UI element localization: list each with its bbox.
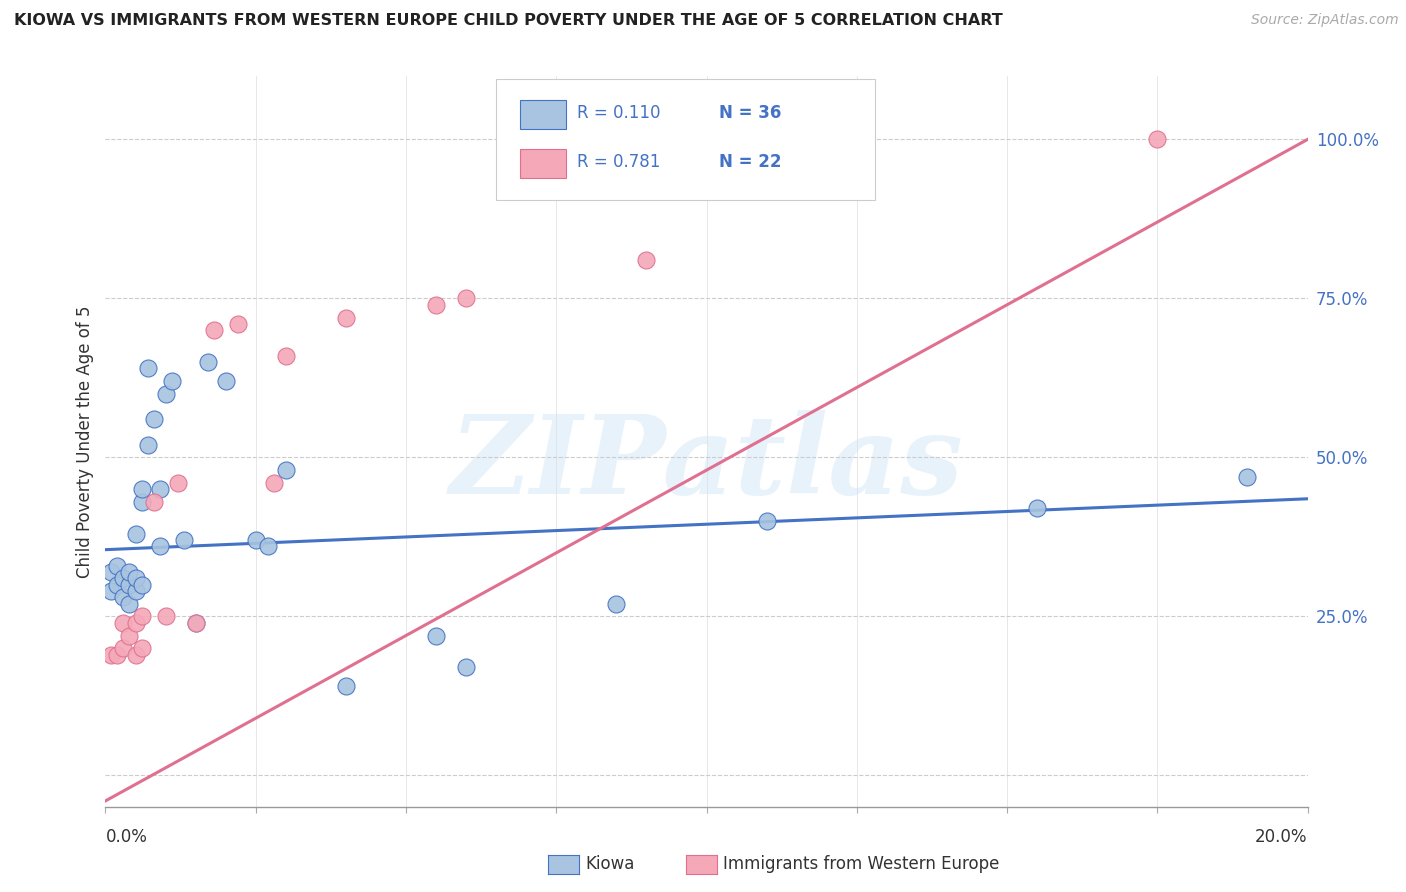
Y-axis label: Child Poverty Under the Age of 5: Child Poverty Under the Age of 5 [76,305,94,578]
Point [142,412,165,426]
Text: 0.0%: 0.0% [105,828,148,846]
Point [148,540,170,554]
Point [124,584,146,599]
Point [425,628,447,642]
Point [1026,501,1049,516]
Point [605,597,627,611]
Point [454,292,477,306]
Point [100,584,122,599]
Point [454,660,477,674]
Point [274,349,297,363]
Text: R = 0.781: R = 0.781 [576,153,659,171]
FancyBboxPatch shape [520,100,565,129]
Point [335,680,357,694]
Point [100,565,122,579]
Point [124,615,146,630]
Point [160,374,183,388]
Point [256,540,278,554]
Point [202,323,225,337]
Point [131,577,153,591]
Text: KIOWA VS IMMIGRANTS FROM WESTERN EUROPE CHILD POVERTY UNDER THE AGE OF 5 CORRELA: KIOWA VS IMMIGRANTS FROM WESTERN EUROPE … [14,13,1002,29]
Text: N = 36: N = 36 [718,104,780,122]
Point [131,609,153,624]
Point [755,514,778,528]
Point [1146,132,1168,146]
Point [131,482,153,496]
Point [118,628,141,642]
Point [263,475,285,490]
Point [226,317,249,331]
Text: Immigrants from Western Europe: Immigrants from Western Europe [723,855,1000,873]
Point [131,495,153,509]
Text: R = 0.110: R = 0.110 [576,104,661,122]
Point [155,387,177,401]
Point [118,565,141,579]
Point [173,533,195,548]
Point [112,615,135,630]
Point [124,648,146,662]
Point [425,298,447,312]
Point [136,438,159,452]
Text: ZIPatlas: ZIPatlas [450,409,963,517]
Point [245,533,267,548]
Point [335,310,357,325]
Point [118,577,141,591]
Point [184,615,207,630]
Text: N = 22: N = 22 [718,153,782,171]
Point [184,615,207,630]
Point [636,253,658,268]
Point [107,648,129,662]
Text: 20.0%: 20.0% [1256,828,1308,846]
Point [142,495,165,509]
Text: Kiowa: Kiowa [585,855,634,873]
FancyBboxPatch shape [496,79,875,200]
Point [155,609,177,624]
Point [112,571,135,585]
Point [214,374,236,388]
Point [112,641,135,656]
Point [107,577,129,591]
Point [1236,469,1258,483]
FancyBboxPatch shape [520,149,565,178]
Point [166,475,188,490]
Point [136,361,159,376]
Point [131,641,153,656]
Point [124,571,146,585]
Point [118,597,141,611]
Point [124,526,146,541]
Point [274,463,297,477]
Point [107,558,129,573]
Text: Source: ZipAtlas.com: Source: ZipAtlas.com [1251,13,1399,28]
Point [112,591,135,605]
Point [100,648,122,662]
Point [197,355,219,369]
Point [148,482,170,496]
